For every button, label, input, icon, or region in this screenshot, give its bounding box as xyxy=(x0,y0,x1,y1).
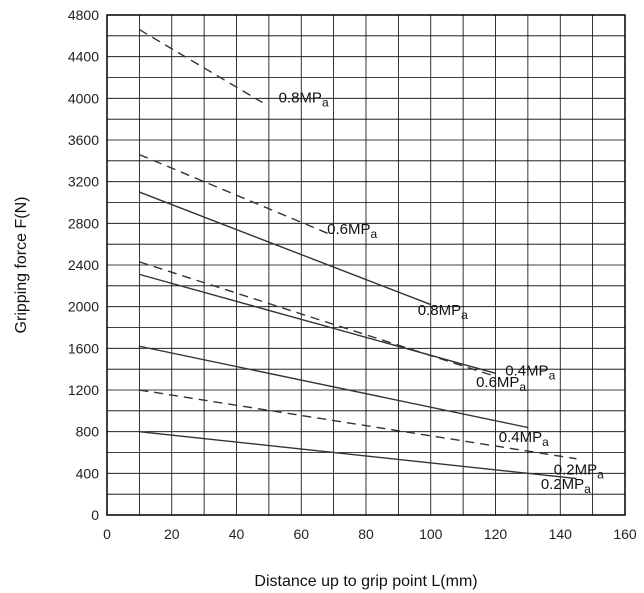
y-tick-label: 800 xyxy=(76,424,100,440)
pressure-annotations: 0.8MPa0.6MPa0.8MPa0.4MPa0.6MPa0.4MPa0.2M… xyxy=(279,90,605,496)
y-tick-label: 1200 xyxy=(68,382,99,398)
x-tick-label: 100 xyxy=(419,526,443,542)
pressure-label: 0.8MPa xyxy=(418,302,468,322)
pressure-label: 0.6MPa xyxy=(476,374,526,394)
pressure-label: 0.6MPa xyxy=(327,221,377,241)
pressure-label: 0.2MPa xyxy=(554,461,604,481)
x-axis-label: Distance up to grip point L(mm) xyxy=(254,573,477,590)
tick-labels: 0400800120016002000240028003200360040004… xyxy=(68,7,637,542)
y-tick-label: 4000 xyxy=(68,90,99,106)
series-line-2 xyxy=(139,153,334,237)
pressure-label: 0.2MPa xyxy=(541,476,591,496)
series-line-6 xyxy=(139,345,529,429)
y-tick-label: 0 xyxy=(91,507,99,523)
pressure-label: 0.4MPa xyxy=(499,429,549,449)
x-tick-label: 160 xyxy=(613,526,637,542)
series-line-4 xyxy=(139,261,496,378)
pressure-label: 0.8MPa xyxy=(279,90,329,110)
plot-frame xyxy=(106,14,626,516)
series-line-1 xyxy=(139,28,263,104)
y-tick-label: 4400 xyxy=(68,49,99,65)
y-tick-label: 2400 xyxy=(68,257,99,273)
x-tick-label: 40 xyxy=(229,526,245,542)
x-tick-label: 140 xyxy=(549,526,573,542)
y-tick-label: 2000 xyxy=(68,299,99,315)
y-tick-label: 3600 xyxy=(68,132,99,148)
series-line-7 xyxy=(139,389,577,460)
y-axis-label: Gripping force F(N) xyxy=(13,197,30,334)
series-line-8 xyxy=(139,430,577,480)
x-tick-label: 60 xyxy=(293,526,309,542)
pressure-label: 0.4MPa xyxy=(505,362,555,382)
y-tick-label: 400 xyxy=(76,465,100,481)
series-line-5 xyxy=(139,273,496,375)
y-tick-label: 3200 xyxy=(68,174,99,190)
series-line-3 xyxy=(139,191,432,306)
x-tick-label: 120 xyxy=(484,526,508,542)
y-tick-label: 2800 xyxy=(68,215,99,231)
y-tick-label: 4800 xyxy=(68,7,99,23)
grid xyxy=(106,14,626,516)
series-lines xyxy=(139,28,577,480)
x-tick-label: 0 xyxy=(103,526,111,542)
y-tick-label: 1600 xyxy=(68,340,99,356)
x-tick-label: 20 xyxy=(164,526,180,542)
x-tick-label: 80 xyxy=(358,526,374,542)
